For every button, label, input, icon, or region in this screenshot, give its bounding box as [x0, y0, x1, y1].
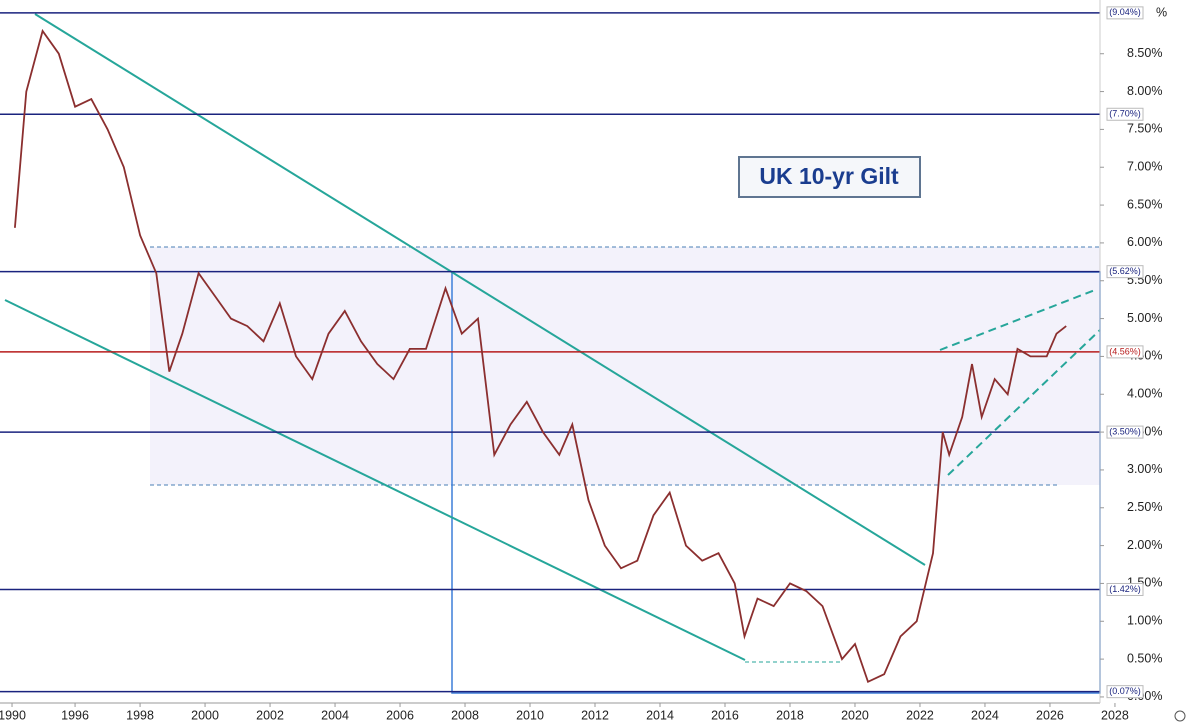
- level-label-box: [1106, 6, 1144, 20]
- y-tick-label: 7.50%: [1127, 122, 1162, 136]
- x-tick-label: 2022: [906, 708, 934, 722]
- chart-title: UK 10-yr Gilt: [759, 163, 899, 189]
- level-label-box: [1106, 582, 1144, 596]
- plot: [0, 12, 1100, 693]
- level-label-box: [1106, 425, 1144, 439]
- x-tick-label: 2002: [256, 708, 284, 722]
- y-tick-label: 0.50%: [1127, 651, 1162, 665]
- x-tick-label: 2004: [321, 708, 349, 722]
- y-tick-label: 2.00%: [1127, 538, 1162, 552]
- y-tick-label: 8.50%: [1127, 46, 1162, 60]
- level-label: (4.56%): [1109, 346, 1141, 356]
- settings-icon[interactable]: [1174, 710, 1186, 722]
- level-label-box: [1106, 685, 1144, 699]
- yield-line: [14, 28, 1067, 684]
- x-tick-label: 2014: [646, 708, 674, 722]
- y-tick-label: 6.00%: [1127, 235, 1162, 249]
- x-tick-label: 2016: [711, 708, 739, 722]
- y-tick-label: 7.00%: [1127, 160, 1162, 174]
- x-tick-label: 2026: [1036, 708, 1064, 722]
- y-tick-label: 8.00%: [1127, 84, 1162, 98]
- level-label: (7.70%): [1109, 109, 1141, 119]
- wedge-line: [947, 329, 1101, 476]
- title-box: [738, 156, 921, 198]
- x-tick-label: 2006: [386, 708, 414, 722]
- level-label: (1.42%): [1109, 584, 1141, 594]
- x-tick-label: 2020: [841, 708, 869, 722]
- x-tick-label: 2000: [191, 708, 219, 722]
- y-tick-label: 1.00%: [1127, 614, 1162, 628]
- trend-line: [34, 13, 926, 566]
- x-tick-label: 1998: [126, 708, 154, 722]
- x-tick-label: 2024: [971, 708, 999, 722]
- level-label-box: [1106, 265, 1144, 279]
- x-tick-label: 2018: [776, 708, 804, 722]
- level-label: (5.62%): [1109, 266, 1141, 276]
- level-label: (0.07%): [1109, 686, 1141, 696]
- level-label: (9.04%): [1109, 7, 1141, 17]
- x-tick-label: 2010: [516, 708, 544, 722]
- level-label: (3.50%): [1109, 426, 1141, 436]
- level-label-box: [1106, 107, 1144, 121]
- y-tick-label: 2.50%: [1127, 500, 1162, 514]
- x-tick-label: 1990: [0, 708, 26, 722]
- y-tick-label: 4.00%: [1127, 387, 1162, 401]
- y-tick-label: 6.50%: [1127, 197, 1162, 211]
- y-tick-label: 5.00%: [1127, 311, 1162, 325]
- y-tick-label: 3.00%: [1127, 462, 1162, 476]
- trend-line: [4, 299, 746, 661]
- x-tick-label: 2028: [1101, 708, 1129, 722]
- range-shade: [150, 247, 1100, 485]
- x-tick-label: 1996: [61, 708, 89, 722]
- wedge-line: [939, 289, 1096, 351]
- level-label-box: [1106, 345, 1144, 359]
- x-tick-label: 2008: [451, 708, 479, 722]
- y-unit: %: [1156, 5, 1167, 19]
- x-tick-label: 2012: [581, 708, 609, 722]
